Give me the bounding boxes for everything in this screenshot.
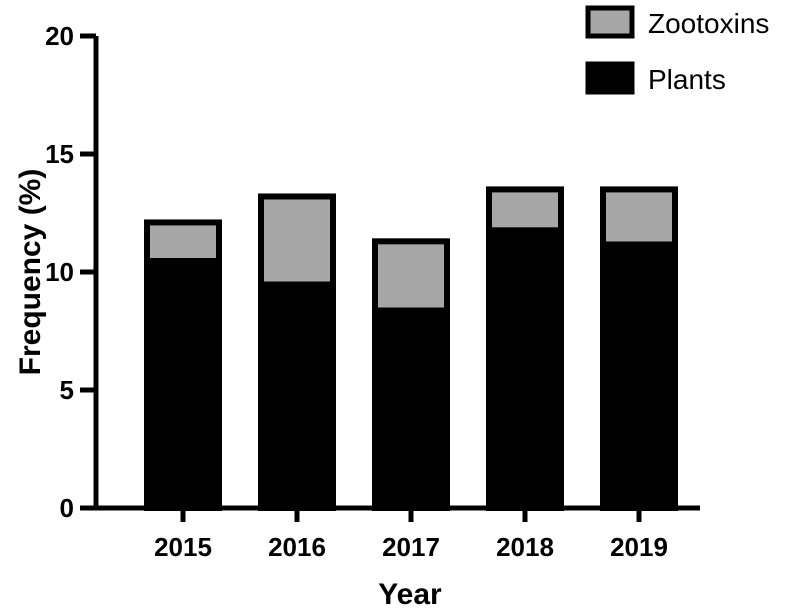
- y-tick-label: 0: [60, 493, 74, 523]
- bar-zootoxins-2015: [147, 222, 219, 257]
- x-tick-label: 2015: [154, 532, 212, 562]
- bar-plants-2018: [489, 227, 561, 508]
- legend-label-zootoxins: Zootoxins: [648, 8, 769, 39]
- legend-swatch-plants: [588, 64, 632, 92]
- bar-zootoxins-2016: [261, 196, 333, 281]
- y-ticks-group: 0 5 10 15 20: [45, 21, 96, 523]
- bar-zootoxins-2019: [603, 189, 675, 241]
- legend-label-plants: Plants: [648, 64, 726, 95]
- x-tick-label: 2017: [382, 532, 440, 562]
- bar-plants-2017: [375, 307, 447, 508]
- y-axis-title: Frequency (%): [14, 169, 47, 376]
- y-tick-label: 20: [45, 21, 74, 51]
- y-tick-label: 10: [45, 257, 74, 287]
- x-axis-title: Year: [378, 578, 442, 610]
- bar-plants-2015: [147, 258, 219, 508]
- x-tick-label: 2019: [610, 532, 668, 562]
- x-tick-label: 2018: [496, 532, 554, 562]
- legend-swatch-zootoxins: [588, 8, 632, 36]
- x-tick-label: 2016: [268, 532, 326, 562]
- x-ticks-group: 2015 2016 2017 2018 2019: [154, 508, 668, 562]
- bar-zootoxins-2018: [489, 189, 561, 227]
- bar-zootoxins-2017: [375, 241, 447, 307]
- y-tick-label: 5: [60, 375, 74, 405]
- bar-plants-2016: [261, 281, 333, 508]
- legend: Zootoxins Plants: [588, 8, 769, 95]
- bars-group: [147, 189, 675, 508]
- y-tick-label: 15: [45, 139, 74, 169]
- bar-plants-2019: [603, 241, 675, 508]
